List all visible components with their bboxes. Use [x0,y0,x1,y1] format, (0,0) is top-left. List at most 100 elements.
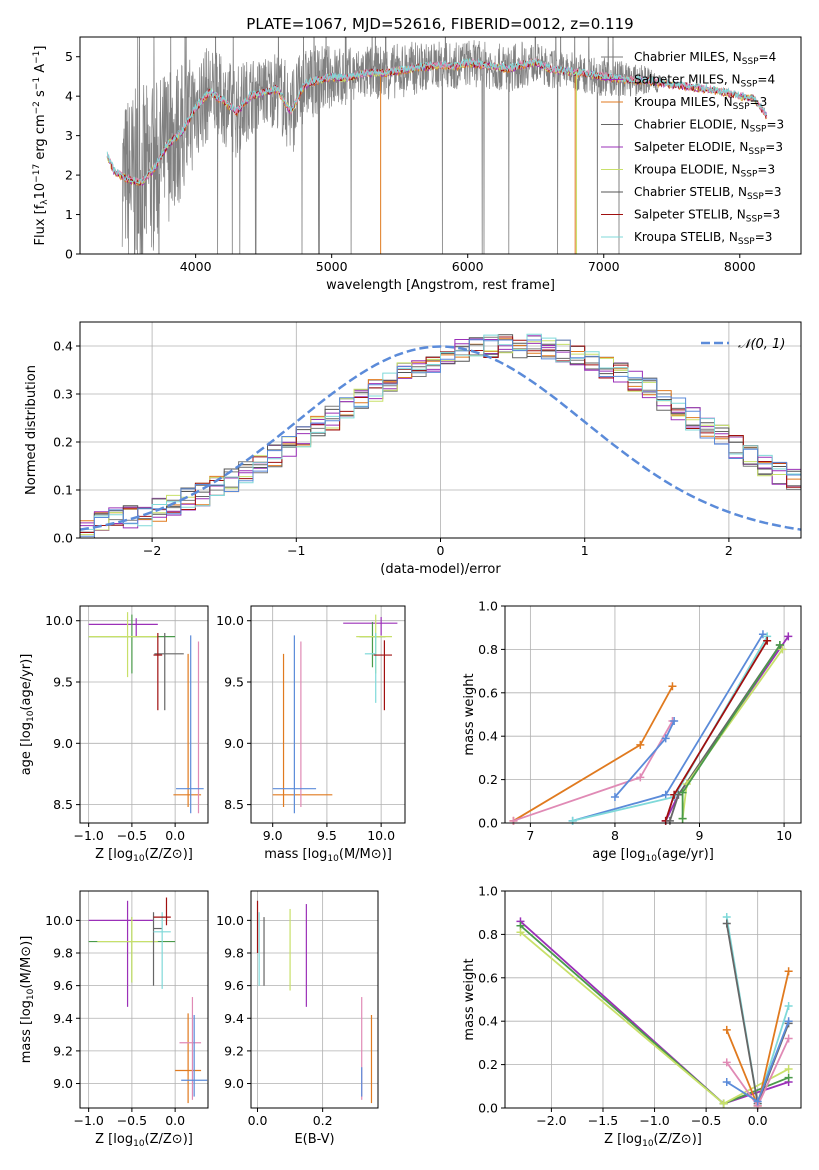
label-part: Z [ [95,1132,113,1147]
y-tick-label: 0.0 [478,816,498,831]
x-tick-label: −1.0 [73,828,103,843]
y-tick-label: 9.5 [53,675,73,690]
label-part: Kroupa STELIB, N [634,230,738,244]
data-point [670,717,679,726]
label-part: SSP [742,57,759,67]
data-point [661,790,670,799]
data-point [722,1077,731,1086]
label-part: =3 [764,185,782,199]
label-part: =4 [759,50,777,64]
label-part: Normed distribution [24,365,39,495]
spectrum-model-line [106,57,768,184]
x-tick-label: 6000 [452,259,484,274]
age_vs_mass-panel: 9.0 9.5 10.0 8.5 9.0 9.5 10.0 mass [log10​(M/M⊙… [216,605,406,864]
x-tick-label: −0.5 [117,828,147,843]
histogram-series [80,336,801,533]
x-tick-label: 2 [725,543,733,558]
label-part: A [33,64,48,77]
data-point [636,773,645,782]
y-tick-label: 1.0 [478,884,498,899]
label-part: log [308,847,328,862]
x-tick-label: −1.0 [639,1113,669,1128]
residuals-panel: −2 −1 0 1 2 0.0 0.1 0.2 0.3 0.4 (data-model)/error… [24,321,802,577]
x-tick-label: 7 [526,828,534,843]
label-part: 10 [133,1139,145,1149]
legend-label: Salpeter MILES, NSSP​=4 [634,73,775,90]
x-tick-label: −2.0 [536,1113,566,1128]
y-tick-label: 10.0 [45,613,73,628]
series-line [513,685,674,822]
figure-title: PLATE=1067, MJD=52616, FIBERID=0012, z=0… [246,15,633,33]
x-axis-label: (data-model)/error [380,562,501,577]
label-part: ] [33,46,48,51]
y-tick-label: 0.3 [53,387,73,402]
x-tick-label: −0.5 [117,1113,147,1128]
x-axis-label: Z [log10​(Z/Z⊙)] [95,847,193,864]
label-part: Chabrier ELODIE, N [634,118,750,132]
data-point [784,967,793,976]
normal-curve [80,345,801,531]
data-point [568,816,577,825]
y-tick-label: 8.5 [224,797,244,812]
x-axis-label: age [log10​(age/yr)] [592,847,714,864]
y-tick-label: 0.4 [478,729,498,744]
label-part: Kroupa MILES, N [634,95,733,109]
label-part: (age/yr)] [657,847,714,862]
y-axis-label: Flux [fλ​10−17​ erg cm−2​ s−1​ A−1​] [32,46,50,246]
spectrum-panel: 4000 5000 6000 7000 8000 0 1 2 3 4 5 wavelength [An… [32,36,802,293]
data-point [668,682,677,691]
x-axis-label: Z [log10​(Z/Z⊙)] [95,1132,193,1149]
legend-label: Chabrier MILES, NSSP​=4 [634,50,776,67]
x-tick-label: 0.0 [165,828,185,843]
label-part: SSP [741,170,758,180]
label-part: age [ [592,847,625,862]
y-tick-label: 9.2 [224,1043,244,1058]
y-tick-label: 4 [65,89,73,104]
y-tick-label: 0.2 [478,1057,498,1072]
label-part: SSP [741,80,758,90]
label-part: log [19,722,34,742]
label-part: Chabrier STELIB, N [634,185,747,199]
label-part: SSP [733,102,750,112]
histogram-series [80,339,801,537]
x-axis-label: mass [log10​(M/M⊙)] [264,847,392,864]
label-part: Chabrier MILES, N [634,50,742,64]
x-tick-label: 8000 [724,259,756,274]
data-point [784,1017,793,1026]
x-tick-label: 7000 [588,259,620,274]
y-tick-label: 9.5 [224,675,244,690]
label-part: mass weight [462,673,477,755]
label-part: wavelength [Angstrom, rest frame] [326,278,555,293]
label-part: −2 [32,101,42,114]
label-part: =3 [750,95,768,109]
y-axis-label: Normed distribution [24,365,39,495]
label-part: (M/M⊙)] [339,847,392,862]
label-part: =3 [763,208,781,222]
y-tick-label: 0.6 [478,685,498,700]
label-part: λ [40,199,50,205]
y-tick-label: 8.5 [53,797,73,812]
label-part: Kroupa ELODIE, N [634,163,741,177]
label-part: 10 [133,854,145,864]
y-tick-label: 1 [65,207,73,222]
y-tick-label: 0.4 [478,1014,498,1029]
axes-frame [250,890,379,1109]
y-tick-label: 0.0 [53,531,73,546]
y-tick-label: 0.4 [53,339,73,354]
x-tick-label: 0.0 [248,1113,268,1128]
y-tick-label: 9.4 [224,1011,244,1026]
x-tick-label: 0 [437,543,445,558]
y-tick-label: 10.0 [45,913,73,928]
data-point [784,1002,793,1011]
x-tick-label: 1 [581,543,589,558]
data-point [784,1064,793,1073]
data-point [678,814,687,823]
x-tick-label: 9.5 [317,828,337,843]
x-tick-label: −1.5 [588,1113,618,1128]
y-tick-label: 3 [65,128,73,143]
x-tick-label: 0.0 [165,1113,185,1128]
label-part: SSP [747,192,764,202]
label-part: log [113,1132,133,1147]
axes-frame [504,605,802,824]
